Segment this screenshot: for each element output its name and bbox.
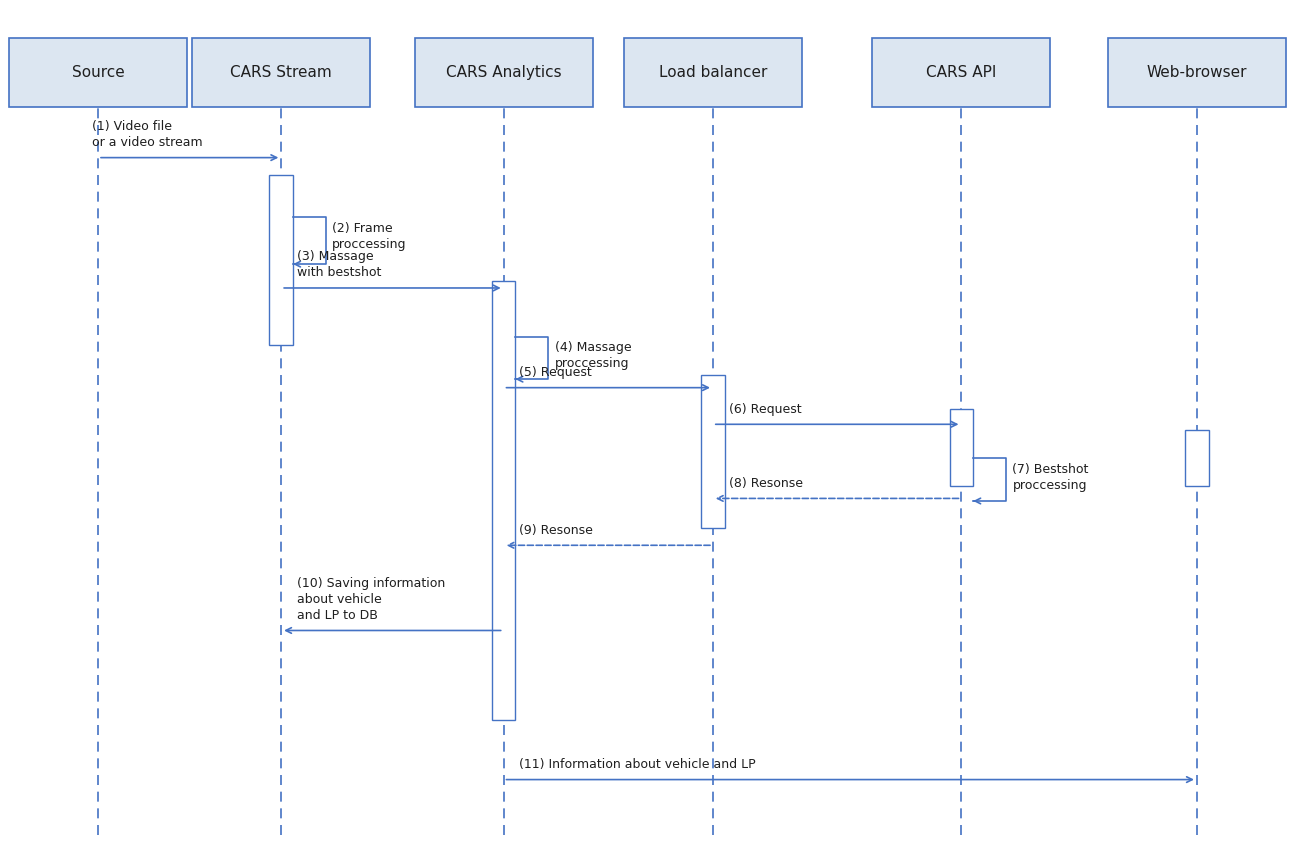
- Text: (6) Request: (6) Request: [729, 403, 802, 416]
- Text: (8) Resonse: (8) Resonse: [729, 477, 803, 490]
- Text: Web-browser: Web-browser: [1147, 65, 1247, 80]
- Bar: [269, 175, 293, 345]
- Text: (4) Massage
proccessing: (4) Massage proccessing: [555, 341, 632, 370]
- Bar: [415, 38, 593, 106]
- Bar: [1185, 430, 1209, 486]
- Text: CARS Analytics: CARS Analytics: [446, 65, 561, 80]
- Text: (2) Frame
proccessing: (2) Frame proccessing: [332, 222, 407, 250]
- Text: Source: Source: [72, 65, 124, 80]
- Bar: [950, 409, 973, 486]
- Text: Load balancer: Load balancer: [659, 65, 766, 80]
- Text: (5) Request: (5) Request: [519, 366, 593, 379]
- Text: (3) Massage
with bestshot: (3) Massage with bestshot: [297, 250, 382, 279]
- Text: (7) Bestshot
proccessing: (7) Bestshot proccessing: [1012, 463, 1088, 492]
- Bar: [192, 38, 370, 106]
- Text: (1) Video file
or a video stream: (1) Video file or a video stream: [92, 120, 203, 149]
- Bar: [492, 281, 515, 720]
- Text: CARS Stream: CARS Stream: [230, 65, 332, 80]
- Text: (10) Saving information
about vehicle
and LP to DB: (10) Saving information about vehicle an…: [297, 577, 445, 622]
- Bar: [872, 38, 1050, 106]
- Text: CARS API: CARS API: [926, 65, 997, 80]
- Bar: [701, 375, 725, 528]
- Bar: [624, 38, 802, 106]
- Text: (11) Information about vehicle and LP: (11) Information about vehicle and LP: [519, 758, 756, 771]
- Bar: [9, 38, 187, 106]
- Text: (9) Resonse: (9) Resonse: [519, 524, 593, 537]
- Bar: [1108, 38, 1286, 106]
